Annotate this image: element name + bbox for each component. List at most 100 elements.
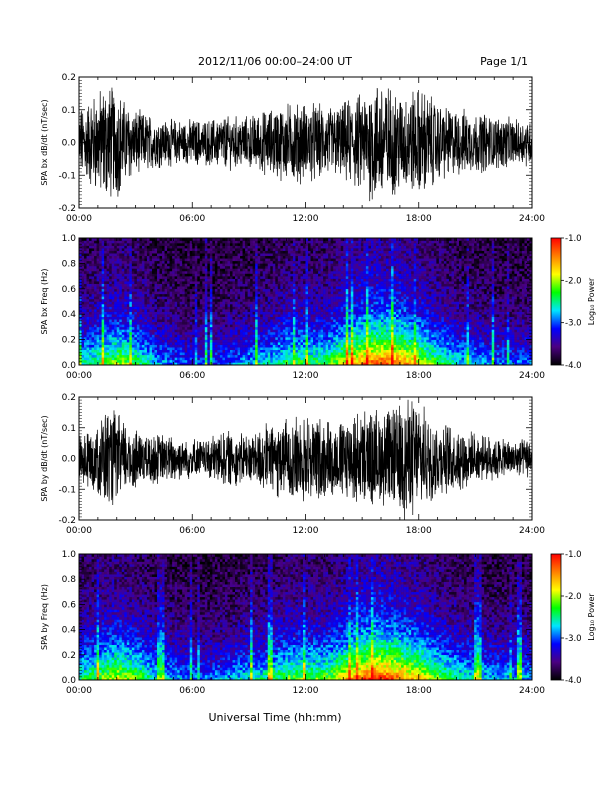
spectrogram-cell [97, 352, 100, 355]
spectrogram-cell [225, 304, 228, 307]
spectrogram-cell [84, 266, 87, 269]
spectrogram-cell [97, 319, 100, 322]
spectrogram-cell [114, 309, 117, 312]
spectrogram-cell [175, 271, 178, 274]
spectrogram-cell [185, 355, 188, 358]
spectrogram-cell [102, 261, 105, 264]
spectrogram-cell [152, 246, 155, 249]
spectrogram-cell [117, 291, 120, 294]
spectrogram-cell [170, 357, 173, 360]
spectrogram-cell [84, 281, 87, 284]
spectrogram-cell [142, 291, 145, 294]
spectrogram-cell [197, 302, 200, 305]
spectrogram-cell [92, 261, 95, 264]
spectrogram-cell [102, 317, 105, 320]
spectrogram-cell [129, 360, 132, 363]
spectrogram-cell [225, 307, 228, 310]
spectrogram-cell [190, 312, 193, 315]
spectrogram-cell [99, 271, 102, 274]
spectrogram-cell [102, 251, 105, 254]
spectrogram-cell [160, 302, 163, 305]
spectrogram-cell [217, 253, 220, 256]
spectrogram-cell [180, 274, 183, 277]
spectrogram-cell [162, 357, 165, 360]
spectrogram-cell [97, 251, 100, 254]
spectrogram-cell [102, 289, 105, 292]
spectrogram-cell [97, 253, 100, 256]
spectrogram-cell [220, 286, 223, 289]
spectrogram-cell [207, 296, 210, 299]
spectrogram-cell [207, 248, 210, 251]
spectrogram-cell [112, 268, 115, 271]
spectrogram-cell [205, 302, 208, 305]
spectrogram-cell [210, 302, 213, 305]
spectrogram-cell [119, 246, 122, 249]
spectrogram-cell [104, 332, 107, 335]
spectrogram-cell [119, 319, 122, 322]
spectrogram-cell [117, 332, 120, 335]
spectrogram-cell [87, 291, 90, 294]
spectrogram-cell [87, 261, 90, 264]
spectrogram-cell [182, 271, 185, 274]
spectrogram-cell [144, 291, 147, 294]
spectrogram-cell [152, 271, 155, 274]
spectrogram-cell [122, 312, 125, 315]
spectrogram-cell [185, 248, 188, 251]
spectrogram-cell [127, 324, 130, 327]
spectrogram-cell [119, 337, 122, 340]
spectrogram-cell [99, 279, 102, 282]
spectrogram-cell [84, 342, 87, 345]
spectrogram-cell [84, 352, 87, 355]
spectrogram-cell [165, 268, 168, 271]
spectrogram-cell [217, 307, 220, 310]
spectrogram-cell [132, 357, 135, 360]
spectrogram-cell [172, 281, 175, 284]
spectrogram-cell [137, 246, 140, 249]
spectrogram-cell [175, 304, 178, 307]
spectrogram-cell [127, 345, 130, 348]
spectrogram-cell [182, 286, 185, 289]
spectrogram-cell [152, 296, 155, 299]
spectrogram-cell [202, 342, 205, 345]
spectrogram-cell [89, 309, 92, 312]
spectrogram-cell [167, 261, 170, 264]
spectrogram-cell [157, 352, 160, 355]
spectrogram-cell [165, 352, 168, 355]
spectrogram-cell [117, 302, 120, 305]
spectrogram-cell [215, 256, 218, 259]
spectrogram-cell [162, 360, 165, 363]
spectrogram-cell [132, 350, 135, 353]
spectrogram-cell [200, 317, 203, 320]
spectrogram-cell [185, 289, 188, 292]
spectrogram-cell [215, 243, 218, 246]
spectrogram-cell [117, 350, 120, 353]
spectrogram-cell [220, 309, 223, 312]
spectrogram-cell [152, 335, 155, 338]
spectrogram-cell [215, 296, 218, 299]
spectrogram-cell [185, 340, 188, 343]
spectrogram-cell [99, 312, 102, 315]
spectrogram-cell [89, 243, 92, 246]
spectrogram-cell [202, 276, 205, 279]
spectrogram-cell [175, 355, 178, 358]
spectrogram-cell [212, 312, 215, 315]
spectrogram-cell [109, 345, 112, 348]
spectrogram-cell [205, 279, 208, 282]
spectrogram-cell [87, 281, 90, 284]
spectrogram-cell [102, 294, 105, 297]
spectrogram-cell [152, 253, 155, 256]
spectrogram-cell [102, 324, 105, 327]
spectrogram-cell [202, 258, 205, 261]
spectrogram-cell [217, 268, 220, 271]
spectrogram-cell [142, 347, 145, 350]
spectrogram-cell [102, 352, 105, 355]
spectrogram-cell [205, 355, 208, 358]
spectrogram-cell [212, 355, 215, 358]
spectrogram-cell [89, 251, 92, 254]
spectrogram-cell [132, 307, 135, 310]
spectrogram-cell [162, 251, 165, 254]
spectrogram-cell [167, 302, 170, 305]
spectrogram-cell [222, 329, 225, 332]
spectrogram-cell [195, 281, 198, 284]
spectrogram-cell [197, 241, 200, 244]
